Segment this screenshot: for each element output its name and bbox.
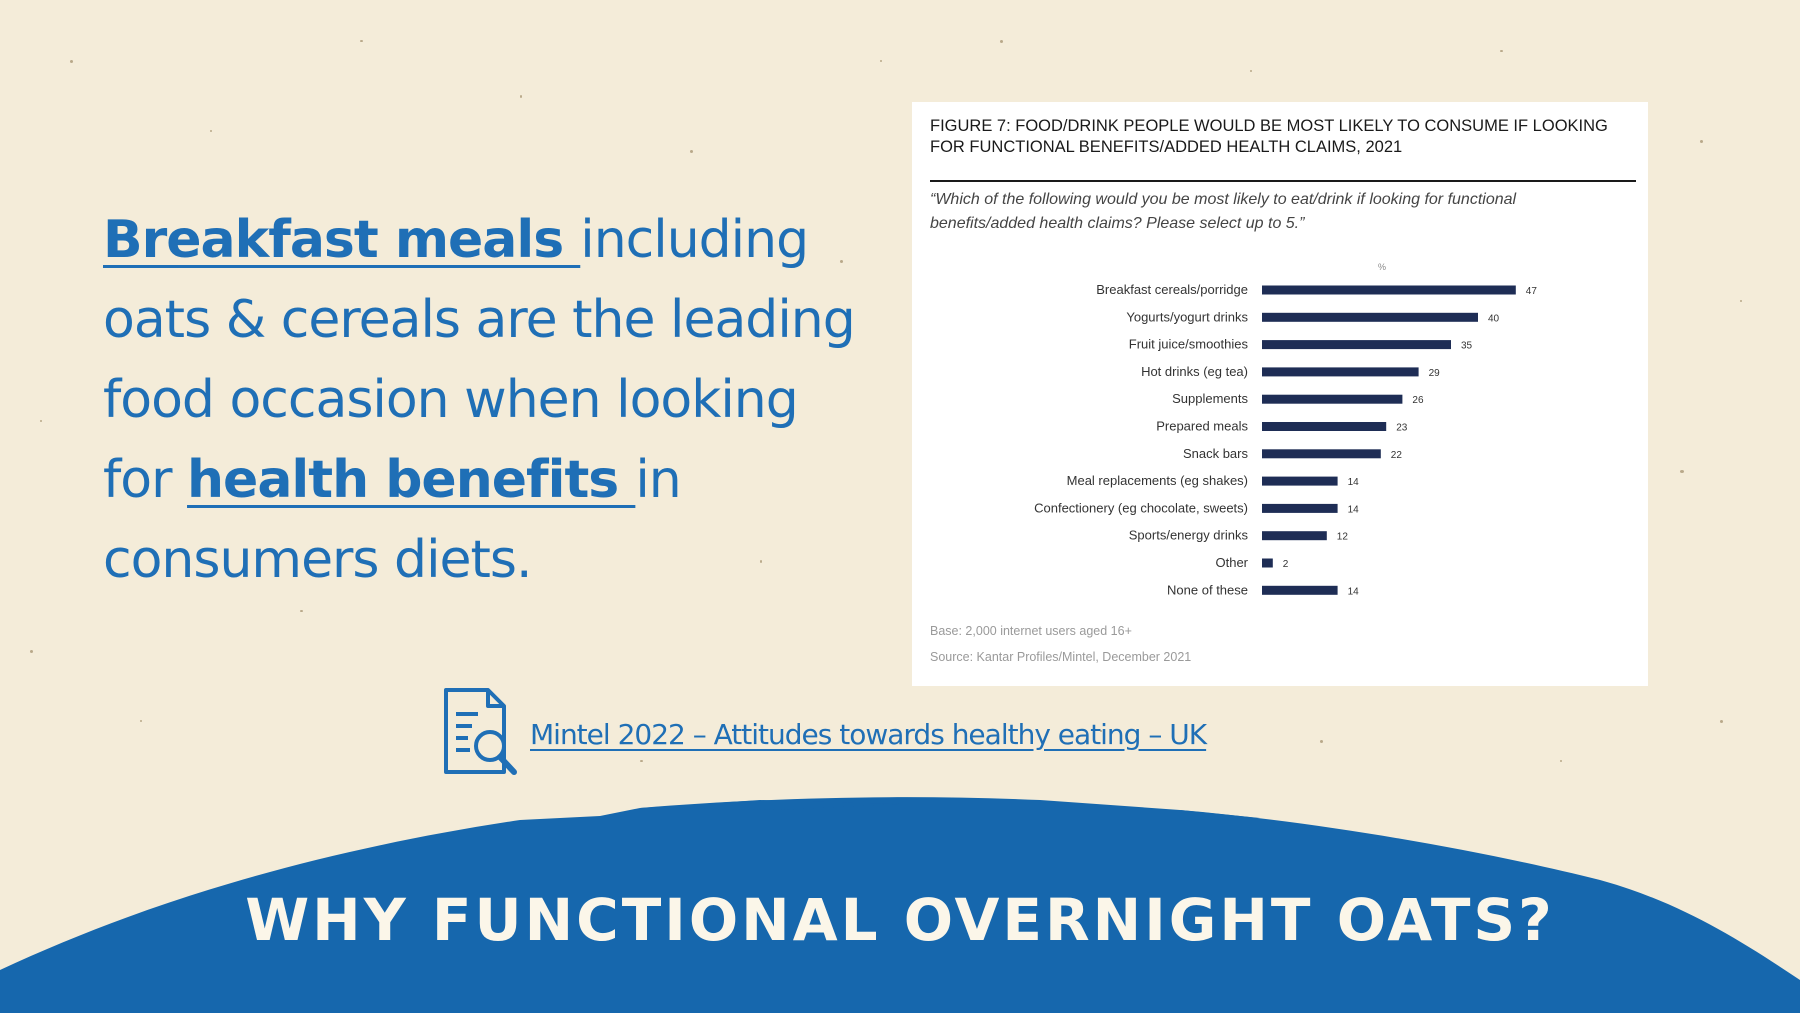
bar [1262, 585, 1338, 595]
figure-card: FIGURE 7: FOOD/DRINK PEOPLE WOULD BE MOS… [912, 102, 1648, 686]
bar [1262, 422, 1387, 431]
bar [1262, 394, 1403, 404]
category-label: Other [1215, 555, 1248, 570]
category-label: Sports/energy drinks [1129, 528, 1249, 543]
banner-brush-shape [0, 797, 1800, 1013]
category-label: Fruit juice/smoothies [1129, 337, 1249, 352]
headline: Breakfast meals including oats & cereals… [103, 200, 863, 600]
bar-value-label: 12 [1337, 532, 1349, 543]
bar [1262, 449, 1381, 459]
category-label: None of these [1167, 582, 1248, 597]
bar-value-label: 2 [1283, 559, 1289, 570]
category-label: Prepared meals [1156, 419, 1248, 434]
bar [1262, 558, 1273, 568]
bar [1262, 312, 1478, 322]
source-row: Mintel 2022 – Attitudes towards healthy … [442, 686, 1207, 783]
category-label: Hot drinks (eg tea) [1141, 364, 1248, 379]
banner-title: WHY FUNCTIONAL OVERNIGHT OATS? [245, 886, 1555, 954]
bar-value-label: 22 [1391, 450, 1403, 461]
figure-title: FIGURE 7: FOOD/DRINK PEOPLE WOULD BE MOS… [930, 117, 1608, 156]
category-label: Supplements [1172, 391, 1248, 406]
bar [1262, 340, 1451, 350]
figure-unit-label: % [1378, 262, 1387, 272]
figure-question: “Which of the following would you be mos… [930, 191, 1517, 232]
headline-text-2: in consumers diets. [103, 450, 682, 590]
bar-value-label: 26 [1412, 395, 1424, 406]
figure-divider [930, 180, 1636, 182]
document-search-icon [442, 686, 520, 783]
category-label: Confectionery (eg chocolate, sweets) [1034, 500, 1248, 515]
category-label: Snack bars [1183, 446, 1249, 461]
bar [1262, 503, 1338, 513]
bar [1262, 367, 1419, 377]
bar-value-label: 29 [1429, 368, 1441, 379]
bar-chart: Breakfast cereals/porridge 47 Yogurts/yogu… [1034, 282, 1538, 597]
bar [1262, 531, 1327, 541]
bar [1262, 285, 1516, 295]
bar-value-label: 47 [1526, 286, 1538, 297]
headline-text-1: including oats & cereals are the leading… [103, 210, 856, 510]
bar-value-label: 35 [1461, 341, 1473, 352]
bar-value-label: 14 [1348, 586, 1360, 597]
bar-value-label: 40 [1488, 313, 1500, 324]
source-link[interactable]: Mintel 2022 – Attitudes towards healthy … [530, 717, 1207, 751]
headline-emphasis-health: health benefits [187, 450, 636, 510]
figure-source-note: Source: Kantar Profiles/Mintel, December… [930, 650, 1192, 664]
bar-value-label: 23 [1396, 423, 1408, 434]
category-label: Breakfast cereals/porridge [1096, 282, 1248, 297]
category-label: Meal replacements (eg shakes) [1067, 473, 1248, 488]
category-label: Yogurts/yogurt drinks [1126, 309, 1248, 324]
headline-emphasis-breakfast: Breakfast meals [103, 210, 581, 270]
figure-base-note: Base: 2,000 internet users aged 16+ [930, 624, 1132, 638]
bar-value-label: 14 [1348, 477, 1360, 488]
bar-value-label: 14 [1348, 504, 1360, 515]
bar [1262, 476, 1338, 486]
